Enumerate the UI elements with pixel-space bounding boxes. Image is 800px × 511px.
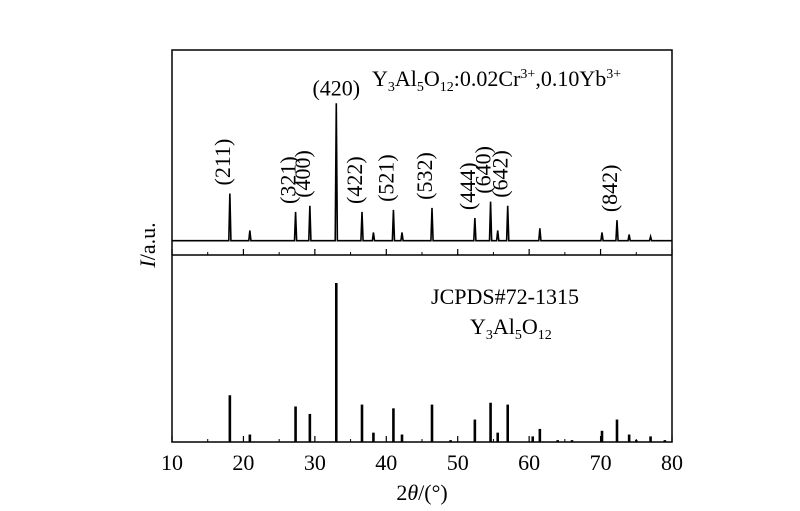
text-part: /a.u. bbox=[135, 222, 160, 260]
text-part: Y bbox=[470, 314, 486, 339]
x-tick-label: 70 bbox=[590, 450, 612, 475]
peak-label: (521) bbox=[373, 154, 398, 202]
text-part: 12 bbox=[538, 328, 552, 343]
peak-label: (400) bbox=[290, 150, 315, 198]
text-part: O bbox=[424, 66, 440, 91]
x-tick-label: 80 bbox=[661, 450, 683, 475]
x-tick-label: 40 bbox=[375, 450, 397, 475]
reference-label: JCPDS#72-1315 bbox=[431, 284, 579, 309]
text-part: ,0.10Yb bbox=[535, 66, 606, 91]
phase-label: Y3Al5O12 bbox=[470, 314, 552, 343]
x-tick-label: 50 bbox=[447, 450, 469, 475]
x-tick-label: 10 bbox=[161, 450, 183, 475]
text-part: O bbox=[522, 314, 538, 339]
text-part: Y bbox=[372, 66, 388, 91]
pattern-line bbox=[172, 103, 672, 242]
x-tick-label: 20 bbox=[232, 450, 254, 475]
text-part: 3 bbox=[486, 328, 493, 343]
peak-label: (211) bbox=[210, 139, 235, 186]
text-part: /(°) bbox=[418, 480, 448, 505]
text-part: Al bbox=[493, 314, 515, 339]
peak-label: (321) bbox=[276, 156, 301, 204]
y-axis-label: I/a.u. bbox=[135, 222, 160, 268]
text-part: 5 bbox=[515, 328, 522, 343]
x-tick-label: 30 bbox=[304, 450, 326, 475]
text-part: 3+ bbox=[606, 67, 621, 82]
peak-label: (422) bbox=[342, 156, 367, 204]
peak-label: (420) bbox=[312, 75, 360, 100]
text-part: θ bbox=[407, 480, 418, 505]
text-part: :0.02Cr bbox=[454, 66, 521, 91]
text-part: 3 bbox=[388, 80, 395, 95]
text-part: 3+ bbox=[520, 67, 535, 82]
text-part: 5 bbox=[417, 80, 424, 95]
peak-label: (532) bbox=[412, 152, 437, 200]
x-tick-label: 60 bbox=[518, 450, 540, 475]
sample-label: Y3Al5O12:0.02Cr3+,0.10Yb3+ bbox=[372, 66, 621, 95]
text-part: 2 bbox=[396, 480, 407, 505]
text-part: Al bbox=[395, 66, 417, 91]
text-part: 12 bbox=[440, 80, 454, 95]
peak-label: (640) bbox=[471, 146, 496, 194]
peak-label: (642) bbox=[488, 150, 513, 198]
plot-frame bbox=[171, 49, 673, 443]
text-part: I bbox=[135, 259, 160, 269]
x-axis-label: 2θ/(°) bbox=[396, 480, 447, 505]
peak-label: (444) bbox=[455, 162, 480, 210]
peak-label: (842) bbox=[597, 164, 622, 212]
